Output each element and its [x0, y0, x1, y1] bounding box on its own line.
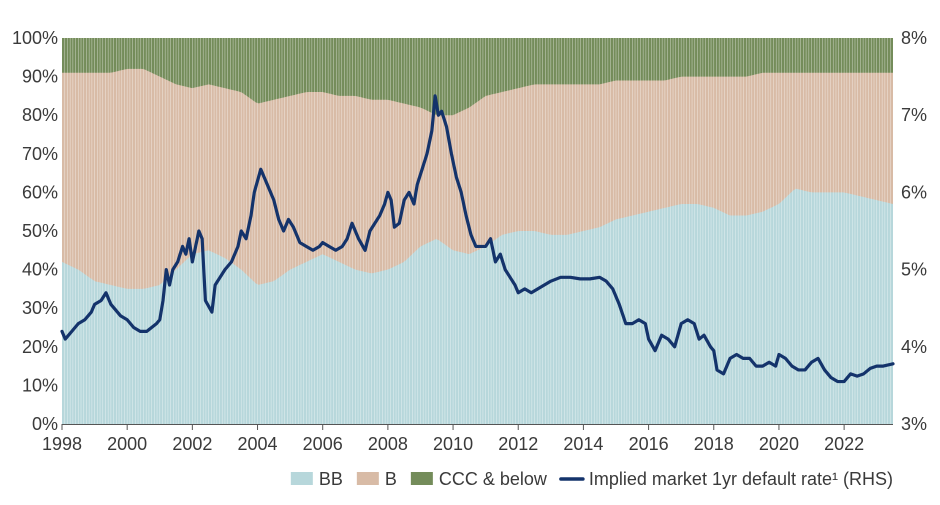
y-right-tick-label: 3% [901, 414, 927, 434]
series-line-implied-default-rate [60, 94, 895, 384]
legend: BB B CCC & below Implied market 1yr default… [290, 469, 893, 489]
x-tick-label: 2000 [107, 434, 147, 454]
y-left-tick-label: 0% [32, 414, 58, 434]
y-right-tick-label: 8% [901, 28, 927, 48]
y-right-tick-label: 7% [901, 105, 927, 125]
legend-item-b: B [356, 469, 397, 489]
x-tick-label: 2004 [238, 434, 278, 454]
x-tick-label: 2008 [368, 434, 408, 454]
x-tick-label: 2010 [433, 434, 473, 454]
y-left-tick-label: 100% [12, 28, 58, 48]
y-left-tick-label: 40% [22, 260, 58, 280]
plot-area [60, 38, 895, 424]
axes: 1998 2000 2002 2004 2006 2008 2010 2012 2014 2016… [12, 28, 927, 454]
y-left-tick-label: 10% [22, 375, 58, 395]
y-left-tick-label: 80% [22, 105, 58, 125]
legend-swatch [290, 472, 313, 485]
y-left-tick-label: 90% [22, 67, 58, 87]
legend-item-implied-market-1yr-default-rate-rhs: Implied market 1yr default rate¹ (RHS) [559, 469, 893, 489]
y-right-tick-label: 4% [901, 337, 927, 357]
y-right-tick-label: 6% [901, 182, 927, 202]
x-tick-label: 1998 [42, 434, 82, 454]
x-tick-label: 2014 [563, 434, 603, 454]
legend-label: CCC & below [439, 469, 548, 489]
y-left-tick-label: 70% [22, 144, 58, 164]
y-right-tick-label: 5% [901, 260, 927, 280]
x-tick-label: 2020 [759, 434, 799, 454]
legend-item-ccc-below: CCC & below [410, 469, 548, 489]
legend-label: BB [319, 469, 343, 489]
y-left-tick-label: 30% [22, 298, 58, 318]
y-left-tick-label: 60% [22, 182, 58, 202]
x-tick-label: 2018 [694, 434, 734, 454]
x-tick-label: 2012 [498, 434, 538, 454]
y-left-tick-label: 20% [22, 337, 58, 357]
x-tick-label: 2006 [303, 434, 343, 454]
x-tick-label: 2002 [172, 434, 212, 454]
legend-label: B [385, 469, 397, 489]
legend-swatch [410, 472, 433, 485]
bar-texture [64, 38, 891, 424]
y-left-tick-label: 50% [22, 221, 58, 241]
legend-label: Implied market 1yr default rate¹ (RHS) [589, 469, 893, 489]
x-tick-label: 2016 [629, 434, 669, 454]
x-tick-label: 2022 [824, 434, 864, 454]
legend-swatch [356, 472, 379, 485]
legend-item-bb: BB [290, 469, 343, 489]
